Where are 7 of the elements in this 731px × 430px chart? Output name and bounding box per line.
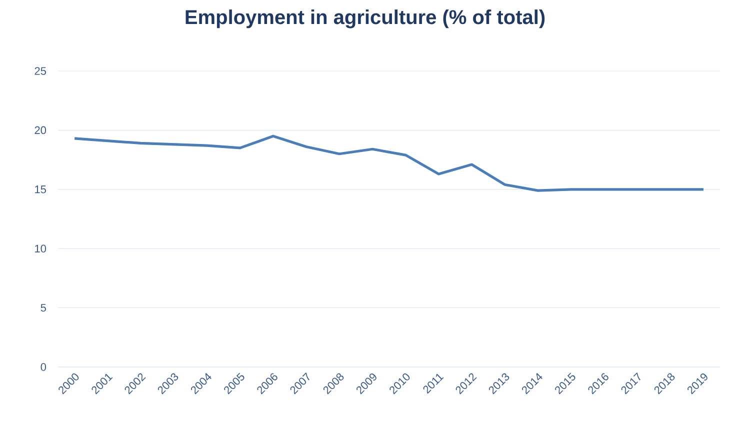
y-tick-label: 25 <box>34 67 46 75</box>
y-tick-label: 0 <box>40 363 46 371</box>
y-tick-label: 5 <box>40 304 46 312</box>
y-tick-label: 10 <box>35 244 46 252</box>
y-tick-label: 20 <box>34 126 46 134</box>
y-tick-label: 15 <box>35 186 46 194</box>
chart-title: Employment in agriculture (% of total) <box>186 10 545 28</box>
